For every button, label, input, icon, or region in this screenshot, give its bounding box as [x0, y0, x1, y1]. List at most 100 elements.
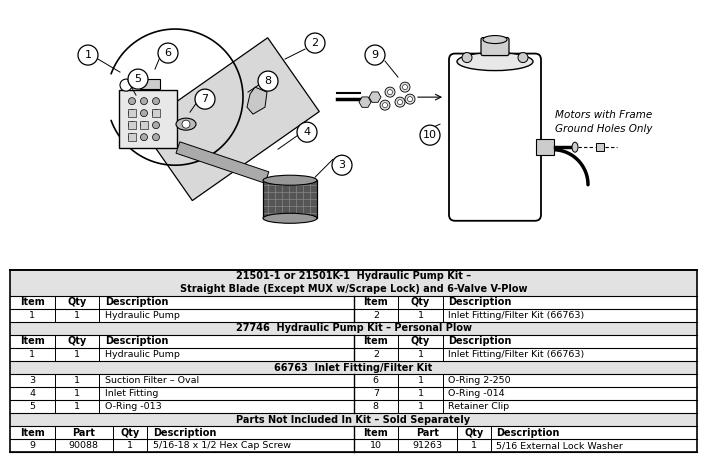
Circle shape — [141, 98, 148, 105]
Text: 1: 1 — [85, 50, 91, 60]
FancyBboxPatch shape — [449, 53, 541, 221]
Ellipse shape — [263, 175, 317, 185]
Text: Qty: Qty — [67, 336, 86, 346]
FancyBboxPatch shape — [10, 361, 697, 374]
Circle shape — [420, 125, 440, 145]
FancyBboxPatch shape — [152, 109, 160, 117]
Text: 1: 1 — [29, 311, 35, 320]
Text: 1: 1 — [418, 311, 423, 320]
Circle shape — [141, 110, 148, 117]
Ellipse shape — [457, 53, 533, 70]
Circle shape — [385, 87, 395, 97]
Text: Part: Part — [416, 428, 439, 438]
Circle shape — [153, 110, 160, 117]
Text: 91263: 91263 — [412, 441, 443, 451]
Circle shape — [128, 69, 148, 89]
Circle shape — [158, 43, 178, 63]
Text: 21501-1 or 21501K-1  Hydraulic Pump Kit –
Straight Blade (Except MUX w/Scrape Lo: 21501-1 or 21501K-1 Hydraulic Pump Kit –… — [180, 271, 527, 294]
Text: 4: 4 — [303, 127, 310, 137]
Text: Item: Item — [20, 336, 45, 346]
Text: Retainer Clip: Retainer Clip — [448, 402, 510, 411]
Circle shape — [305, 33, 325, 53]
Text: 90088: 90088 — [69, 441, 99, 451]
Circle shape — [153, 134, 160, 141]
Circle shape — [141, 134, 148, 141]
FancyBboxPatch shape — [10, 322, 697, 335]
Circle shape — [518, 53, 528, 63]
Circle shape — [153, 98, 160, 105]
FancyBboxPatch shape — [128, 133, 136, 141]
Text: 9: 9 — [371, 50, 378, 60]
Text: 7: 7 — [373, 389, 379, 398]
Polygon shape — [359, 97, 371, 107]
Text: Item: Item — [20, 428, 45, 438]
Text: Inlet Fitting/Filter Kit (66763): Inlet Fitting/Filter Kit (66763) — [448, 311, 585, 320]
Text: Description: Description — [105, 297, 168, 307]
Circle shape — [129, 122, 136, 129]
Circle shape — [153, 122, 160, 129]
Text: 5/16-18 x 1/2 Hex Cap Screw: 5/16-18 x 1/2 Hex Cap Screw — [153, 441, 291, 451]
Text: O-Ring -014: O-Ring -014 — [448, 389, 505, 398]
FancyBboxPatch shape — [536, 139, 554, 155]
Text: 1: 1 — [127, 441, 133, 451]
Text: 6: 6 — [373, 376, 379, 385]
Polygon shape — [247, 87, 267, 114]
Text: Suction Filter – Oval: Suction Filter – Oval — [105, 376, 199, 385]
Text: Qty: Qty — [411, 336, 430, 346]
Text: 10: 10 — [370, 441, 382, 451]
Text: 1: 1 — [418, 402, 423, 411]
Text: O-Ring 2-250: O-Ring 2-250 — [448, 376, 511, 385]
Circle shape — [387, 90, 392, 95]
FancyBboxPatch shape — [128, 109, 136, 117]
Text: 1: 1 — [471, 441, 477, 451]
Text: 1: 1 — [74, 311, 80, 320]
Text: Description: Description — [448, 297, 512, 307]
Circle shape — [365, 45, 385, 65]
Text: 1: 1 — [74, 402, 80, 411]
Circle shape — [382, 103, 387, 108]
Text: 1: 1 — [29, 350, 35, 359]
Text: Motors with Frame
Ground Holes Only: Motors with Frame Ground Holes Only — [555, 110, 653, 134]
Circle shape — [195, 89, 215, 109]
Bar — [176, 142, 269, 183]
Text: Qty: Qty — [411, 297, 430, 307]
Text: 8: 8 — [264, 76, 271, 86]
Circle shape — [380, 100, 390, 110]
Text: 3: 3 — [339, 160, 346, 170]
Circle shape — [400, 82, 410, 92]
FancyBboxPatch shape — [128, 121, 136, 129]
Text: 2: 2 — [373, 350, 379, 359]
Text: Hydraulic Pump: Hydraulic Pump — [105, 350, 180, 359]
Text: Qty: Qty — [464, 428, 484, 438]
Text: 7: 7 — [201, 94, 209, 104]
Circle shape — [405, 94, 415, 104]
Circle shape — [297, 122, 317, 142]
Circle shape — [182, 120, 190, 128]
Polygon shape — [369, 92, 381, 102]
Text: Part: Part — [72, 428, 95, 438]
Text: Description: Description — [153, 428, 216, 438]
Text: Item: Item — [363, 297, 388, 307]
Text: 2: 2 — [312, 38, 319, 48]
Text: 5: 5 — [29, 402, 35, 411]
FancyBboxPatch shape — [596, 143, 604, 151]
FancyBboxPatch shape — [140, 121, 148, 129]
FancyBboxPatch shape — [10, 413, 697, 426]
Text: Description: Description — [105, 336, 168, 346]
Text: 27746  Hydraulic Pump Kit – Personal Plow: 27746 Hydraulic Pump Kit – Personal Plow — [235, 324, 472, 334]
Text: 5/16 External Lock Washer: 5/16 External Lock Washer — [496, 441, 624, 451]
Circle shape — [332, 155, 352, 175]
Circle shape — [397, 100, 402, 105]
Text: Parts Not Included In Kit – Sold Separately: Parts Not Included In Kit – Sold Separat… — [236, 415, 471, 425]
Polygon shape — [141, 38, 320, 201]
Circle shape — [407, 96, 412, 101]
Circle shape — [395, 97, 405, 107]
Circle shape — [129, 134, 136, 141]
Circle shape — [78, 45, 98, 65]
Text: Qty: Qty — [120, 428, 140, 438]
Text: Description: Description — [448, 336, 512, 346]
Ellipse shape — [572, 142, 578, 152]
Text: 9: 9 — [29, 441, 35, 451]
Text: 1: 1 — [418, 389, 423, 398]
Text: 3: 3 — [29, 376, 35, 385]
